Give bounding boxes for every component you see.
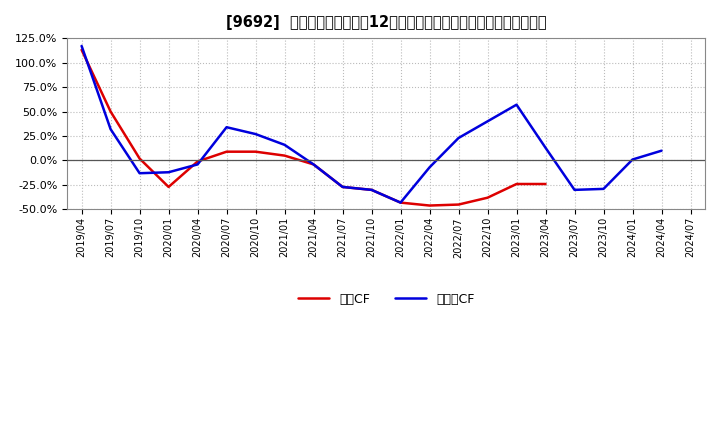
営業CF <box>164 184 173 190</box>
営業CF <box>77 47 86 52</box>
フリーCF <box>222 125 231 130</box>
フリーCF <box>193 162 202 167</box>
フリーCF <box>135 171 144 176</box>
フリーCF <box>251 132 260 137</box>
営業CF <box>135 156 144 161</box>
フリーCF <box>570 187 579 193</box>
Title: [9692]  キャッシュフローの12か月移動合計の対前年同期増減率の推移: [9692] キャッシュフローの12か月移動合計の対前年同期増減率の推移 <box>226 15 546 30</box>
フリーCF <box>426 165 434 170</box>
営業CF <box>107 109 115 114</box>
フリーCF <box>164 169 173 175</box>
営業CF <box>367 187 376 193</box>
営業CF <box>396 200 405 205</box>
フリーCF <box>454 136 463 141</box>
フリーCF <box>280 142 289 147</box>
フリーCF <box>107 127 115 132</box>
フリーCF <box>77 43 86 48</box>
営業CF <box>193 159 202 164</box>
フリーCF <box>367 187 376 193</box>
営業CF <box>280 153 289 158</box>
フリーCF <box>483 119 492 124</box>
営業CF <box>483 195 492 200</box>
フリーCF <box>338 184 347 190</box>
営業CF <box>512 181 521 187</box>
営業CF <box>541 181 550 187</box>
フリーCF <box>599 186 608 191</box>
Line: フリーCF: フリーCF <box>81 46 662 202</box>
フリーCF <box>628 157 636 162</box>
営業CF <box>251 149 260 154</box>
フリーCF <box>657 148 666 154</box>
営業CF <box>309 162 318 167</box>
営業CF <box>426 203 434 208</box>
営業CF <box>222 149 231 154</box>
営業CF <box>338 184 347 190</box>
営業CF <box>454 202 463 207</box>
フリーCF <box>396 200 405 205</box>
フリーCF <box>309 162 318 167</box>
Line: 営業CF: 営業CF <box>81 50 546 205</box>
フリーCF <box>541 145 550 150</box>
Legend: 営業CF, フリーCF: 営業CF, フリーCF <box>292 288 480 311</box>
フリーCF <box>512 102 521 107</box>
